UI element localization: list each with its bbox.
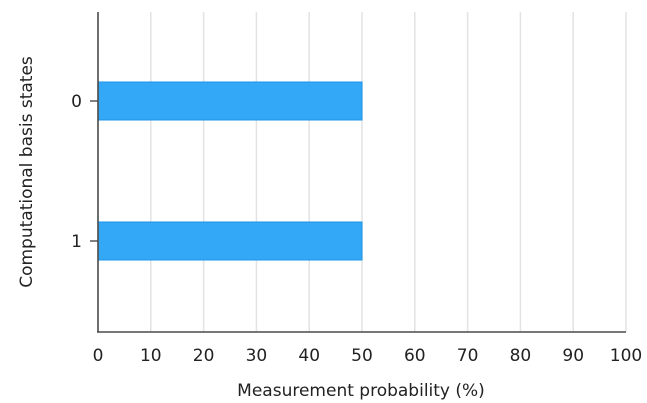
x-tick-label-30: 30 bbox=[246, 346, 268, 366]
x-tick-labels: 0 10 20 30 40 50 60 70 80 90 100 bbox=[93, 346, 643, 366]
y-tick-labels: 01 bbox=[71, 92, 82, 252]
x-tick-label-90: 90 bbox=[562, 346, 584, 366]
x-tick-label-40: 40 bbox=[298, 346, 320, 366]
y-tick-label-0: 0 bbox=[71, 92, 82, 112]
x-tick-label-100: 100 bbox=[610, 346, 642, 366]
bars bbox=[97, 81, 363, 261]
x-tick-label-70: 70 bbox=[457, 346, 479, 366]
axes bbox=[90, 12, 626, 333]
x-tick-label-50: 50 bbox=[351, 346, 373, 366]
gridlines bbox=[150, 12, 627, 332]
bar-0 bbox=[97, 81, 363, 121]
x-tick-label-0: 0 bbox=[93, 346, 104, 366]
x-tick-label-60: 60 bbox=[404, 346, 426, 366]
x-tick-label-80: 80 bbox=[510, 346, 532, 366]
y-axis-title: Computational basis states bbox=[17, 56, 37, 288]
bar-1 bbox=[97, 221, 363, 261]
x-tick-label-10: 10 bbox=[140, 346, 162, 366]
y-tick-label-1: 1 bbox=[71, 232, 82, 252]
x-tick-label-20: 20 bbox=[193, 346, 215, 366]
x-axis-title: Measurement probability (%) bbox=[237, 381, 485, 401]
